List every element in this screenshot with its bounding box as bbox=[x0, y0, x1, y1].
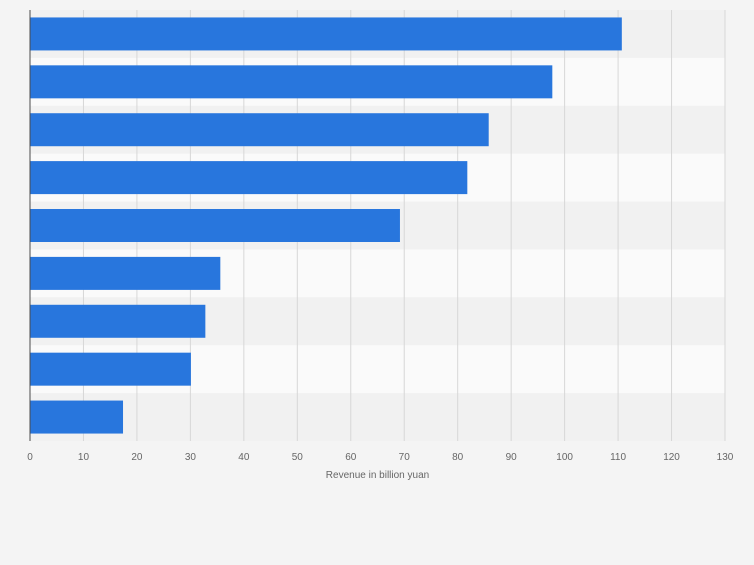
x-tick-label: 130 bbox=[717, 452, 734, 463]
row-band bbox=[30, 393, 725, 441]
bar[interactable] bbox=[30, 400, 124, 434]
x-tick-label: 110 bbox=[610, 452, 626, 463]
x-tick-label: 80 bbox=[452, 452, 464, 463]
x-tick-label: 0 bbox=[27, 452, 33, 463]
x-tick-labels: 0 10 20 30 40 50 60 70 80 90 100 110 120 130 bbox=[27, 452, 734, 463]
bar[interactable] bbox=[30, 304, 206, 338]
x-tick-label: 40 bbox=[238, 452, 250, 463]
x-tick-label: 90 bbox=[506, 452, 518, 463]
x-tick-label: 60 bbox=[345, 452, 357, 463]
x-axis-label: Revenue in billion yuan bbox=[326, 470, 429, 481]
bar[interactable] bbox=[30, 161, 468, 195]
bar[interactable] bbox=[30, 209, 400, 242]
bar[interactable] bbox=[30, 65, 553, 99]
x-tick-label: 100 bbox=[556, 452, 573, 463]
x-tick-label: 30 bbox=[185, 452, 197, 463]
x-tick-label: 20 bbox=[131, 452, 143, 463]
x-tick-label: 120 bbox=[663, 452, 680, 463]
x-tick-label: 70 bbox=[399, 452, 411, 463]
bar[interactable] bbox=[30, 352, 191, 386]
x-tick-label: 10 bbox=[78, 452, 90, 463]
x-tick-label: 50 bbox=[292, 452, 304, 463]
bars bbox=[30, 17, 622, 434]
bar[interactable] bbox=[30, 17, 622, 51]
bar[interactable] bbox=[30, 256, 221, 290]
bar[interactable] bbox=[30, 113, 489, 147]
